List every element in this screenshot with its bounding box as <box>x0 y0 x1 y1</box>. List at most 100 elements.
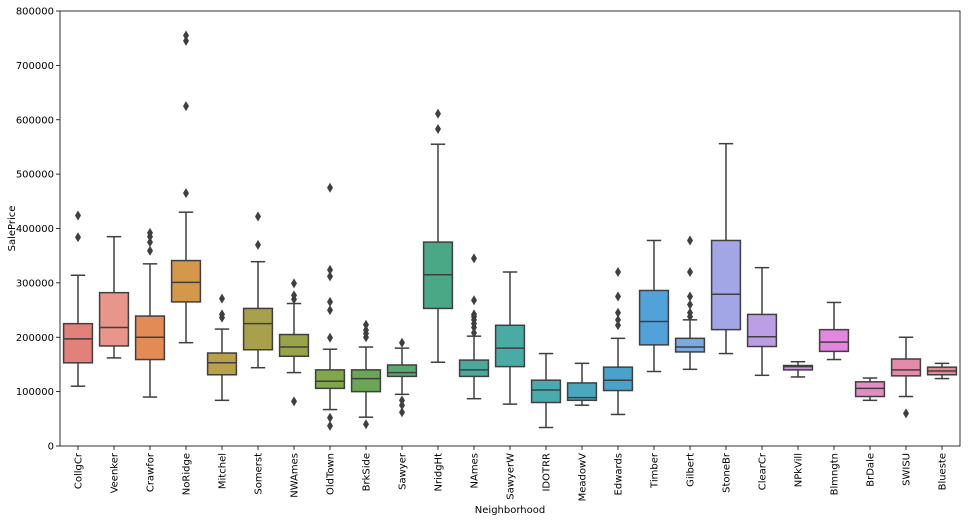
box-iqr <box>566 382 598 402</box>
outlier-point <box>399 395 405 406</box>
outlier-point <box>471 327 477 338</box>
outlier-point <box>327 182 333 193</box>
outlier-point <box>399 337 405 348</box>
x-tick-label: Timber <box>650 452 661 489</box>
x-tick-label: Edwards <box>614 453 625 495</box>
x-tick-label: Veenker <box>110 452 121 493</box>
outlier-point <box>255 239 261 250</box>
y-tick-label: 100000 <box>16 387 54 398</box>
outlier-point <box>183 30 189 41</box>
outlier-point <box>615 320 621 331</box>
box-OldTown <box>314 182 346 431</box>
plot-area <box>62 30 958 431</box>
x-tick-label: MeadowV <box>578 453 589 502</box>
outlier-point <box>687 291 693 302</box>
box-SawyerW <box>494 271 526 405</box>
outlier-point <box>255 211 261 222</box>
box-iqr <box>854 381 886 398</box>
outlier-point <box>687 267 693 277</box>
box-BrDale <box>854 377 886 402</box>
outlier-point <box>327 420 333 431</box>
box-Timber <box>638 239 670 373</box>
box-NridgHt <box>422 108 454 364</box>
box-NPkVill <box>782 360 814 378</box>
x-tick-label: BrkSide <box>362 453 373 491</box>
y-tick-label: 700000 <box>16 61 54 72</box>
outlier-point <box>471 253 477 264</box>
box-iqr <box>458 359 490 378</box>
outlier-point <box>327 271 333 282</box>
box-Mitchel <box>206 293 238 402</box>
x-tick-label: IDOTRR <box>542 453 553 492</box>
box-Veenker <box>98 235 130 359</box>
x-tick-label: StoneBr <box>722 452 733 493</box>
outlier-point <box>183 188 189 199</box>
x-axis-label: Neighborhood <box>475 505 545 516</box>
outlier-point <box>219 293 225 304</box>
outlier-point <box>75 210 81 221</box>
x-tick-label: Blueste <box>938 453 949 490</box>
outlier-point <box>183 101 189 112</box>
axes: 0 100000 200000 300000 400000 500000 600000 700… <box>16 7 961 502</box>
x-tick-label: BrDale <box>866 453 877 487</box>
x-tick-label: Somerst <box>254 453 265 495</box>
y-axis-label: SalePrice <box>7 206 18 252</box>
box-iqr <box>782 364 814 371</box>
box-iqr <box>530 379 562 404</box>
outlier-point <box>327 332 333 343</box>
box-SWISU <box>890 336 922 419</box>
box-NWAmes <box>278 278 310 407</box>
box-iqr <box>278 333 310 358</box>
outlier-point <box>435 123 441 134</box>
outlier-point <box>435 108 441 119</box>
box-MeadowV <box>566 362 598 406</box>
box-StoneBr <box>710 142 742 355</box>
box-iqr <box>890 358 922 377</box>
outlier-point <box>75 232 81 243</box>
box-iqr <box>350 369 382 393</box>
box-BrkSide <box>350 319 382 430</box>
outlier-point <box>687 299 693 310</box>
box-IDOTRR <box>530 352 562 429</box>
box-iqr <box>98 291 130 347</box>
outlier-point <box>291 290 297 301</box>
outlier-point <box>327 264 333 275</box>
box-iqr <box>638 289 670 346</box>
box-iqr <box>206 352 238 376</box>
outlier-point <box>147 237 153 248</box>
outlier-point <box>219 309 225 320</box>
outlier-point <box>147 245 153 256</box>
box-iqr <box>710 239 742 331</box>
box-iqr <box>62 322 94 364</box>
outlier-point <box>291 396 297 407</box>
box-iqr <box>170 259 202 303</box>
box-Blueste <box>926 362 958 380</box>
outlier-point <box>363 325 369 336</box>
outlier-point <box>327 412 333 423</box>
outlier-point <box>327 296 333 307</box>
outlier-point <box>363 319 369 330</box>
x-tick-label: Sawyer <box>398 452 409 490</box>
x-tick-label: SWISU <box>902 453 913 486</box>
x-tick-label: OldTown <box>326 453 337 495</box>
outlier-point <box>147 227 153 238</box>
x-tick-label: CollgCr <box>74 452 85 489</box>
x-tick-label: Crawfor <box>146 452 157 492</box>
y-tick-label: 500000 <box>16 170 54 181</box>
x-tick-label: NridgHt <box>434 453 445 492</box>
outlier-point <box>183 35 189 46</box>
x-tick-label: NAmes <box>470 453 481 488</box>
box-Somerst <box>242 211 274 369</box>
box-Blmngtn <box>818 301 850 361</box>
outlier-point <box>291 278 297 289</box>
box-Crawfor <box>134 227 166 398</box>
x-tick-label: Gilbert <box>686 453 697 487</box>
x-tick-label: ClearCr <box>758 452 769 490</box>
box-iqr <box>674 337 706 353</box>
box-Edwards <box>602 267 634 416</box>
box-iqr <box>818 328 850 353</box>
box-Gilbert <box>674 235 706 371</box>
outlier-point <box>687 235 693 246</box>
